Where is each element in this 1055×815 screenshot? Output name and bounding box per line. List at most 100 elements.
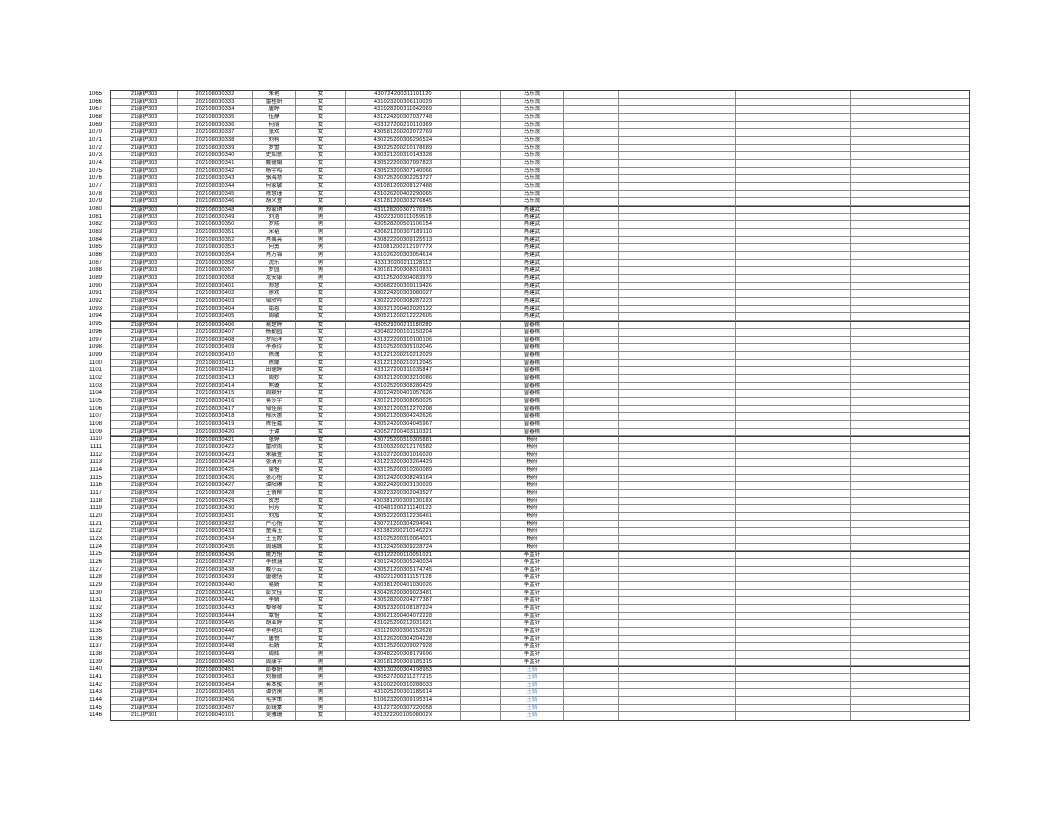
cell-gender[interactable]: 女 — [296, 183, 346, 191]
cell-blank-3[interactable] — [619, 505, 736, 513]
cell-blank-4[interactable] — [736, 689, 851, 698]
row-number[interactable]: 1098 — [88, 344, 102, 351]
cell-gender[interactable]: 女 — [296, 436, 346, 444]
cell-class[interactable]: 21康护304 — [111, 451, 178, 460]
cell-blank-3[interactable] — [619, 359, 736, 368]
cell-gender[interactable]: 女 — [296, 397, 346, 406]
cell-blank-1[interactable] — [461, 612, 501, 621]
cell-student-id[interactable]: 202108030437 — [178, 558, 253, 567]
cell-blank-2[interactable] — [564, 489, 619, 498]
cell-class[interactable]: 21康护304 — [111, 605, 178, 613]
cell-id-number[interactable]: 431224200307037748 — [346, 114, 461, 122]
cell-class[interactable]: 21康护304 — [111, 390, 178, 398]
cell-id-number[interactable]: 431025200308280429 — [346, 382, 461, 391]
row-number[interactable]: 1103 — [89, 382, 102, 389]
cell-student-id[interactable]: 202108030357 — [178, 267, 253, 276]
cell-student-id[interactable]: 202108030450 — [178, 658, 253, 667]
cell-gender[interactable]: 女 — [296, 505, 346, 513]
row-number[interactable]: 1136 — [89, 635, 102, 642]
row-number[interactable]: 1135 — [89, 628, 102, 635]
cell-student-id[interactable]: 202108030409 — [178, 344, 253, 352]
cell-blank-5[interactable] — [851, 168, 969, 176]
cell-blank-3[interactable] — [619, 175, 736, 184]
cell-teacher[interactable]: 马乐良 — [501, 152, 564, 161]
row-number[interactable]: 1127 — [89, 566, 102, 573]
cell-student-id[interactable]: 202108030423 — [178, 451, 253, 460]
cell-blank-3[interactable] — [619, 305, 736, 314]
cell-blank-1[interactable] — [461, 359, 501, 368]
cell-blank-4[interactable] — [736, 520, 851, 529]
cell-blank-4[interactable] — [736, 466, 851, 475]
cell-blank-5[interactable] — [851, 536, 969, 544]
cell-blank-2[interactable] — [564, 367, 619, 375]
cell-blank-5[interactable] — [851, 567, 969, 575]
cell-blank-1[interactable] — [461, 175, 501, 184]
cell-gender[interactable]: 女 — [296, 198, 346, 207]
cell-teacher[interactable]: 杨府 — [501, 489, 564, 498]
cell-blank-4[interactable] — [736, 167, 851, 176]
cell-blank-1[interactable] — [461, 321, 501, 329]
cell-blank-2[interactable] — [564, 390, 619, 398]
cell-gender[interactable]: 男 — [296, 275, 346, 283]
cell-gender[interactable]: 女 — [296, 298, 346, 306]
cell-class[interactable]: 21康护304 — [111, 582, 178, 590]
row-number[interactable]: 1085 — [88, 244, 102, 251]
cell-teacher[interactable]: 李孟针 — [501, 597, 564, 606]
cell-name[interactable]: 宋韬 — [253, 229, 296, 237]
cell-teacher[interactable]: 马乐良 — [501, 91, 564, 99]
cell-blank-3[interactable] — [619, 390, 736, 398]
cell-gender[interactable]: 女 — [296, 144, 346, 153]
cell-name[interactable]: 覃怡 — [253, 612, 296, 621]
cell-gender[interactable]: 女 — [296, 121, 346, 130]
row-number[interactable]: 1065 — [88, 91, 102, 97]
cell-student-id[interactable]: 202108030444 — [178, 612, 253, 621]
cell-blank-5[interactable] — [851, 605, 969, 613]
cell-student-id[interactable]: 202108030333 — [178, 98, 253, 107]
cell-blank-2[interactable] — [564, 137, 619, 145]
cell-student-id[interactable]: 202108030420 — [178, 428, 253, 437]
cell-gender[interactable]: 女 — [296, 351, 346, 360]
cell-student-id[interactable]: 202108030412 — [178, 367, 253, 375]
cell-teacher[interactable]: 王婧 — [501, 681, 564, 690]
cell-blank-5[interactable] — [851, 214, 969, 222]
row-number[interactable]: 1123 — [89, 535, 102, 542]
cell-blank-4[interactable] — [736, 183, 851, 191]
cell-class[interactable]: 21康护304 — [111, 420, 178, 429]
cell-blank-5[interactable] — [851, 413, 969, 421]
cell-blank-4[interactable] — [736, 229, 851, 237]
cell-blank-5[interactable] — [851, 390, 969, 398]
cell-blank-3[interactable] — [619, 229, 736, 237]
cell-teacher[interactable]: 李孟针 — [501, 582, 564, 590]
cell-student-id[interactable]: 202108030429 — [178, 497, 253, 506]
cell-blank-4[interactable] — [736, 528, 851, 536]
cell-blank-1[interactable] — [461, 229, 501, 237]
cell-class[interactable]: 21康护304 — [111, 551, 178, 559]
cell-blank-3[interactable] — [619, 367, 736, 375]
cell-name[interactable]: 贺思 — [253, 497, 296, 506]
row-number[interactable]: 1146 — [89, 712, 102, 719]
row-number[interactable]: 1115 — [89, 474, 102, 481]
cell-blank-5[interactable] — [851, 198, 969, 207]
cell-blank-5[interactable] — [851, 705, 969, 713]
cell-name[interactable]: 陈慧瑾 — [253, 190, 296, 199]
cell-gender[interactable]: 男 — [296, 244, 346, 253]
cell-teacher[interactable]: 马乐良 — [501, 121, 564, 130]
cell-name[interactable]: 杨宇鸣 — [253, 167, 296, 176]
cell-class[interactable]: 21康护303 — [111, 213, 178, 222]
cell-student-id[interactable]: 202108030447 — [178, 635, 253, 644]
cell-name[interactable]: 朱艳 — [253, 91, 296, 99]
cell-teacher[interactable]: 杨府 — [501, 512, 564, 521]
row-number[interactable]: 1126 — [89, 558, 102, 565]
row-number[interactable]: 1111 — [89, 443, 102, 450]
cell-blank-5[interactable] — [851, 229, 969, 237]
cell-name[interactable]: 郁庆惠 — [253, 413, 296, 421]
cell-blank-5[interactable] — [851, 160, 969, 168]
cell-blank-2[interactable] — [564, 321, 619, 329]
cell-id-number[interactable]: 433125200209027928 — [346, 643, 461, 652]
cell-name[interactable]: 李艳凤 — [253, 628, 296, 636]
cell-name[interactable]: 唐悦 — [253, 635, 296, 644]
cell-blank-2[interactable] — [564, 259, 619, 268]
cell-name[interactable]: 南恩 — [253, 305, 296, 314]
cell-class[interactable]: 21康护304 — [111, 313, 178, 322]
cell-blank-1[interactable] — [461, 344, 501, 352]
